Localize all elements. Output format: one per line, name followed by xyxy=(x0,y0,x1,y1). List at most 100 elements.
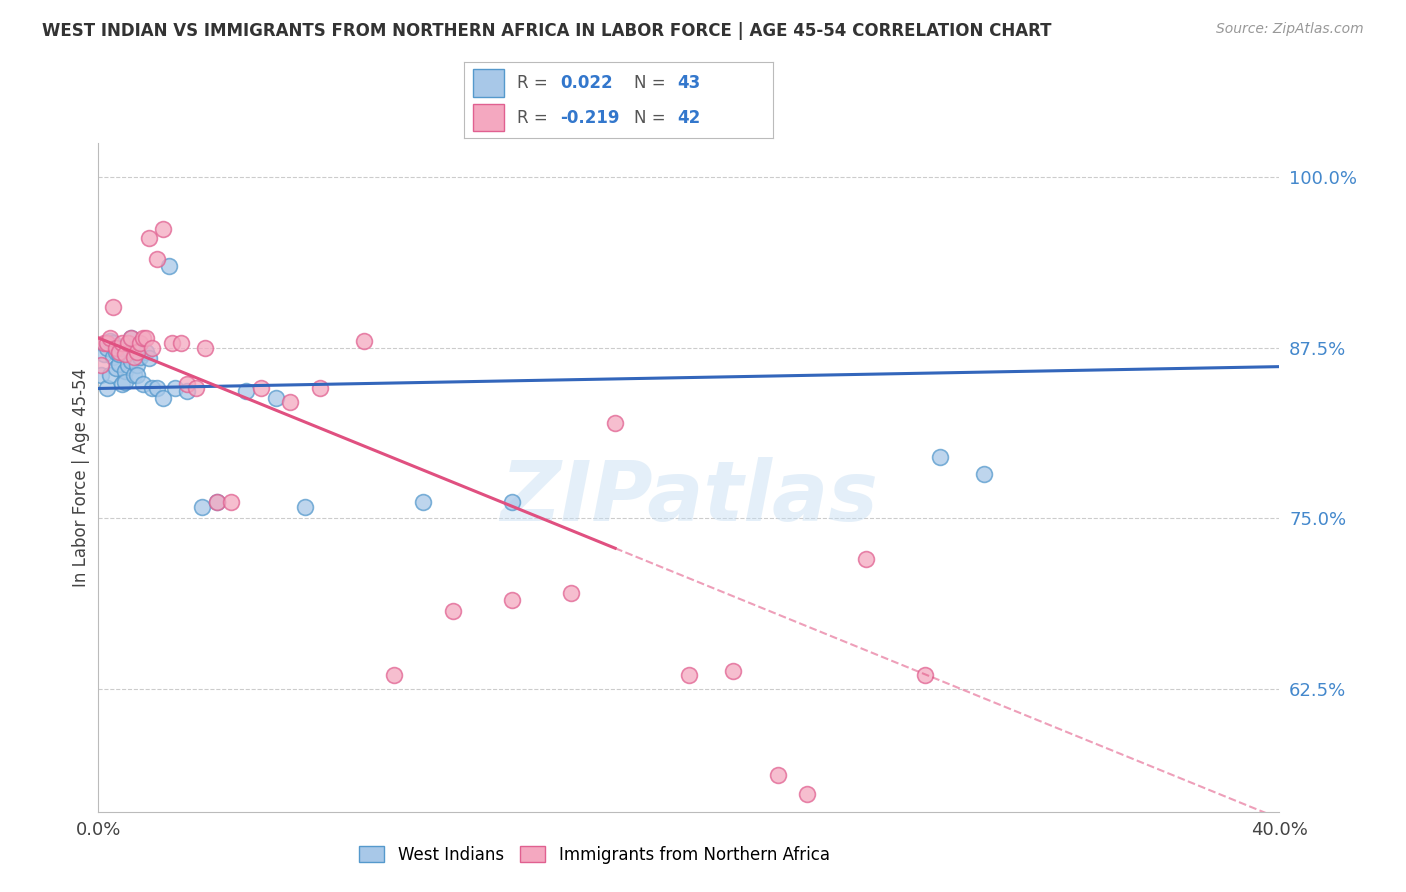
Point xyxy=(132,377,155,392)
Point xyxy=(98,368,121,382)
Point xyxy=(122,350,145,364)
Point xyxy=(125,368,148,382)
Text: R =: R = xyxy=(516,109,553,127)
Point xyxy=(135,344,157,359)
Point xyxy=(120,331,142,345)
Point xyxy=(117,336,139,351)
Point xyxy=(176,377,198,392)
Point xyxy=(108,357,131,371)
Point xyxy=(128,336,150,351)
Point xyxy=(117,358,139,372)
Point xyxy=(560,586,582,600)
Point xyxy=(111,336,134,351)
Point xyxy=(108,347,131,361)
Point xyxy=(264,391,287,405)
Point xyxy=(122,344,145,359)
Point xyxy=(152,221,174,235)
Point xyxy=(105,341,128,355)
Point xyxy=(152,391,174,405)
Point xyxy=(162,336,183,351)
Point xyxy=(353,334,375,348)
Point xyxy=(90,358,112,372)
Point xyxy=(721,664,744,678)
Point xyxy=(165,382,187,396)
Point xyxy=(441,604,464,618)
Point xyxy=(146,252,169,266)
Text: -0.219: -0.219 xyxy=(560,109,620,127)
Point xyxy=(114,364,136,378)
Point xyxy=(605,416,627,430)
Text: 42: 42 xyxy=(678,109,700,127)
Point xyxy=(309,382,332,396)
Point xyxy=(194,341,217,355)
Point xyxy=(796,787,818,801)
Point xyxy=(176,384,198,399)
Text: N =: N = xyxy=(634,74,671,92)
Point xyxy=(205,495,228,509)
Point xyxy=(766,768,789,782)
Point xyxy=(120,331,142,345)
Point xyxy=(138,351,160,366)
Point xyxy=(973,467,995,482)
Point xyxy=(157,259,180,273)
Point xyxy=(125,358,148,372)
Point xyxy=(111,341,134,355)
Text: 43: 43 xyxy=(678,74,700,92)
Text: WEST INDIAN VS IMMIGRANTS FROM NORTHERN AFRICA IN LABOR FORCE | AGE 45-54 CORREL: WEST INDIAN VS IMMIGRANTS FROM NORTHERN … xyxy=(42,22,1052,40)
Point xyxy=(132,331,155,345)
Legend: West Indians, Immigrants from Northern Africa: West Indians, Immigrants from Northern A… xyxy=(353,839,837,871)
Y-axis label: In Labor Force | Age 45-54: In Labor Force | Age 45-54 xyxy=(72,368,90,587)
Point xyxy=(117,341,139,355)
Point xyxy=(855,552,877,566)
Point xyxy=(146,382,169,396)
Point xyxy=(96,382,118,396)
Point xyxy=(235,384,257,399)
Point xyxy=(250,382,273,396)
Text: R =: R = xyxy=(516,74,553,92)
Point xyxy=(219,495,242,509)
Bar xyxy=(474,70,505,96)
Point xyxy=(135,331,157,345)
Point xyxy=(103,336,125,351)
Point xyxy=(108,344,131,359)
Point xyxy=(122,368,145,382)
Text: Source: ZipAtlas.com: Source: ZipAtlas.com xyxy=(1216,22,1364,37)
Point xyxy=(103,300,125,314)
Point xyxy=(278,395,302,409)
Point xyxy=(96,341,118,355)
Point xyxy=(93,347,115,361)
Point xyxy=(105,361,128,376)
Point xyxy=(98,331,121,345)
Point xyxy=(98,334,121,348)
Text: ZIPatlas: ZIPatlas xyxy=(501,457,877,538)
Point xyxy=(111,377,134,392)
Point xyxy=(128,350,150,364)
Point xyxy=(678,668,700,682)
Point xyxy=(114,375,136,389)
Point xyxy=(96,336,118,351)
Point xyxy=(93,336,115,351)
Point xyxy=(170,336,193,351)
Text: N =: N = xyxy=(634,109,671,127)
Point xyxy=(114,347,136,361)
Point xyxy=(90,368,112,382)
Point xyxy=(382,668,405,682)
Point xyxy=(205,495,228,509)
Point xyxy=(120,354,142,368)
Point xyxy=(928,450,950,464)
Bar xyxy=(474,104,505,131)
Point xyxy=(501,495,523,509)
Point xyxy=(501,593,523,607)
Point xyxy=(125,344,148,359)
Point xyxy=(191,500,214,515)
Point xyxy=(138,231,160,245)
Point xyxy=(184,382,207,396)
Point xyxy=(412,495,434,509)
Point xyxy=(914,668,936,682)
Point xyxy=(105,344,128,359)
Point xyxy=(141,382,163,396)
Point xyxy=(294,500,316,515)
Point xyxy=(103,350,125,364)
Text: 0.022: 0.022 xyxy=(560,74,613,92)
Point xyxy=(141,341,163,355)
